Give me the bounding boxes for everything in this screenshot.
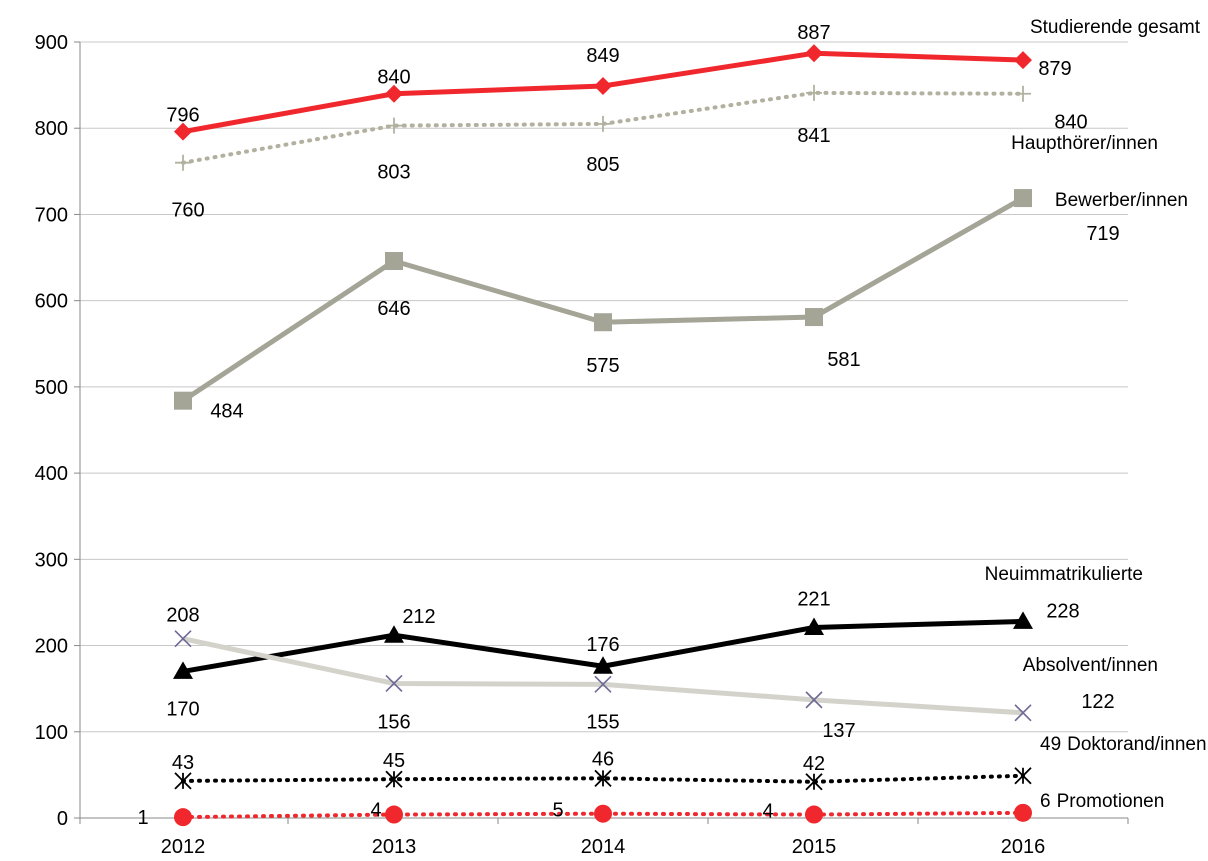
series-label-bewerber: Bewerber/innen bbox=[1055, 190, 1188, 211]
asterisk-marker bbox=[1014, 767, 1032, 785]
data-labels: 796 840 849 887 879 Studierende gesamt 760 803 8… bbox=[137, 17, 1206, 829]
data-label: 796 bbox=[166, 105, 199, 127]
y-tick-label: 600 bbox=[35, 291, 68, 313]
y-tick-label: 700 bbox=[35, 204, 68, 226]
x-marker bbox=[385, 674, 403, 693]
data-label: 176 bbox=[586, 634, 619, 656]
data-label: 208 bbox=[166, 605, 199, 627]
square-marker bbox=[594, 313, 612, 332]
plus-marker bbox=[595, 115, 611, 132]
data-label: 887 bbox=[797, 22, 830, 44]
plus-marker bbox=[1015, 85, 1031, 102]
plus-marker bbox=[175, 154, 191, 171]
diamond-marker bbox=[1014, 51, 1032, 70]
circle-marker bbox=[1014, 803, 1032, 822]
data-label: 43 bbox=[172, 752, 194, 774]
series-label-haupthoerer: Haupthörer/innen bbox=[1011, 133, 1158, 154]
series-markers bbox=[173, 44, 1033, 827]
circle-marker bbox=[805, 805, 823, 824]
circle-marker bbox=[385, 805, 403, 824]
square-marker bbox=[805, 308, 823, 327]
data-label: 484 bbox=[210, 401, 243, 423]
diamond-marker bbox=[385, 84, 403, 103]
diamond-marker bbox=[805, 44, 823, 63]
data-label: 49 bbox=[1040, 734, 1061, 755]
y-tick-label: 300 bbox=[35, 549, 68, 571]
triangle-marker bbox=[1013, 611, 1033, 629]
data-label: 45 bbox=[383, 750, 405, 772]
data-label: 5 bbox=[552, 800, 563, 822]
data-label: 46 bbox=[592, 748, 614, 770]
data-label: 760 bbox=[171, 200, 204, 222]
triangle-marker bbox=[804, 617, 824, 635]
data-label: 155 bbox=[586, 711, 619, 733]
data-label: 122 bbox=[1081, 691, 1114, 713]
data-label: 849 bbox=[586, 45, 619, 67]
data-label: 840 bbox=[377, 67, 410, 89]
square-marker bbox=[1014, 189, 1032, 208]
data-label: 137 bbox=[822, 720, 855, 742]
series-name: Promotionen bbox=[1057, 791, 1165, 812]
gridlines bbox=[80, 41, 1128, 733]
data-label: 6 bbox=[1040, 791, 1051, 812]
series-label-neuimmatrikulierte: Neuimmatrikulierte bbox=[985, 564, 1143, 585]
asterisk-marker bbox=[805, 773, 823, 791]
x-marker bbox=[805, 691, 823, 709]
data-label: 841 bbox=[797, 125, 830, 147]
x-tick-label: 2013 bbox=[372, 836, 417, 858]
data-label: 803 bbox=[377, 162, 410, 184]
asterisk-marker bbox=[385, 770, 403, 788]
series-label-doktoranden: 49 Doktorand/innen bbox=[1040, 734, 1207, 755]
plus-marker bbox=[386, 117, 402, 134]
data-label: 646 bbox=[377, 298, 410, 320]
square-marker bbox=[385, 252, 403, 271]
x-tick-label: 2012 bbox=[161, 836, 206, 858]
x-tick-label: 2016 bbox=[1001, 836, 1046, 858]
series-label-studierende: Studierende gesamt bbox=[1030, 17, 1201, 38]
circle-marker bbox=[174, 808, 192, 827]
diamond-marker bbox=[174, 122, 192, 141]
data-label: 156 bbox=[377, 711, 410, 733]
y-tick-label: 800 bbox=[35, 118, 68, 140]
circle-marker bbox=[594, 804, 612, 823]
data-label: 4 bbox=[370, 800, 381, 822]
data-label: 1 bbox=[137, 807, 148, 829]
series-label-absolventen: Absolvent/innen bbox=[1023, 655, 1158, 676]
data-label: 719 bbox=[1086, 223, 1119, 245]
x-marker bbox=[594, 675, 612, 693]
axes: 0 100 200 300 400 500 600 700 800 900 2012 2013 2014… bbox=[35, 32, 1129, 858]
y-tick-label: 900 bbox=[35, 32, 68, 54]
y-tick-label: 100 bbox=[35, 722, 68, 744]
data-label: 228 bbox=[1046, 600, 1079, 622]
data-label: 581 bbox=[827, 349, 860, 371]
asterisk-marker bbox=[594, 769, 612, 787]
x-marker bbox=[1014, 704, 1032, 722]
data-label: 575 bbox=[586, 355, 619, 377]
triangle-marker bbox=[593, 656, 613, 674]
series-name: Doktorand/innen bbox=[1067, 734, 1206, 755]
triangle-marker bbox=[173, 661, 193, 679]
y-tick-label: 0 bbox=[57, 808, 68, 830]
x-marker bbox=[174, 630, 192, 648]
y-tick-label: 500 bbox=[35, 377, 68, 399]
asterisk-marker bbox=[174, 772, 192, 790]
diamond-marker bbox=[594, 76, 612, 95]
data-label: 879 bbox=[1038, 58, 1071, 80]
square-marker bbox=[174, 391, 192, 410]
data-label: 221 bbox=[797, 588, 830, 610]
data-label: 840 bbox=[1054, 112, 1087, 134]
triangle-marker bbox=[384, 625, 404, 643]
plus-marker bbox=[806, 84, 822, 101]
y-tick-label: 200 bbox=[35, 636, 68, 658]
series-label-promotionen: 6 Promotionen bbox=[1040, 791, 1164, 812]
data-label: 212 bbox=[402, 606, 435, 628]
data-label: 42 bbox=[803, 753, 825, 775]
data-label: 4 bbox=[762, 801, 773, 823]
data-label: 170 bbox=[166, 698, 199, 720]
data-label: 805 bbox=[586, 154, 619, 176]
y-tick-label: 400 bbox=[35, 463, 68, 485]
x-tick-label: 2015 bbox=[792, 836, 837, 858]
x-tick-label: 2014 bbox=[581, 836, 626, 858]
